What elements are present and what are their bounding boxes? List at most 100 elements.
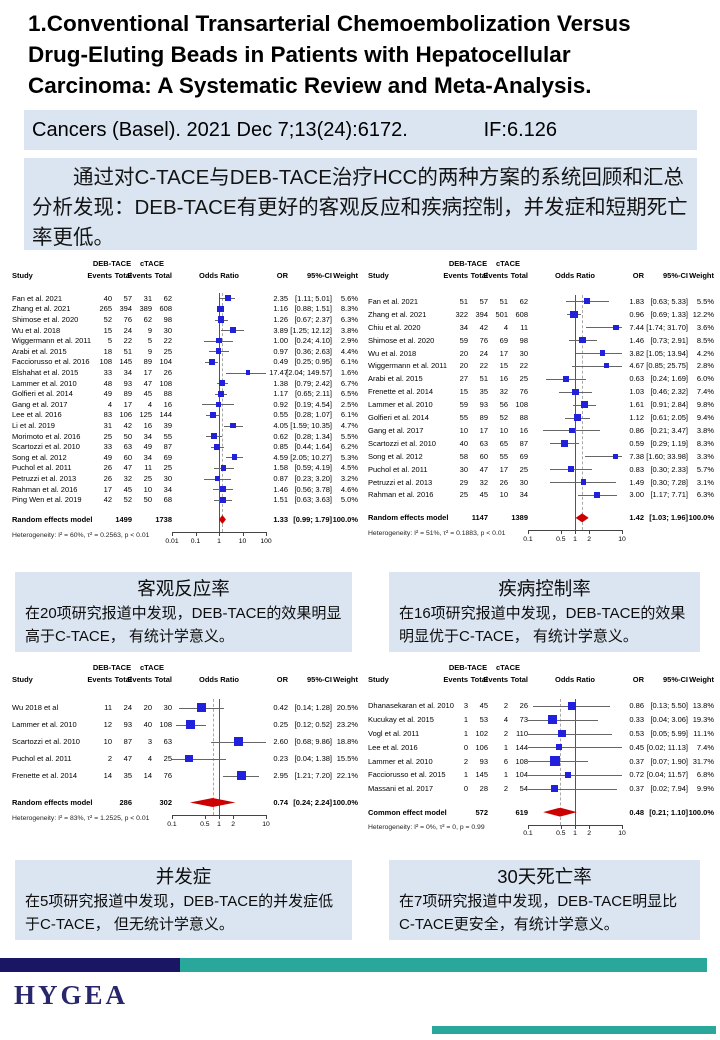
total-cell: 30: [163, 473, 172, 483]
pooled-or: 0.74: [273, 798, 288, 807]
or-value: 2.95: [273, 771, 288, 780]
or-point-square: [565, 771, 572, 779]
study-name: Song et al. 2012: [12, 452, 67, 462]
ci-value: [0.12; 0.52]: [294, 720, 332, 729]
weight-value: 3.1%: [696, 477, 714, 487]
total-cell: 22: [479, 361, 488, 371]
or-value: 0.96: [629, 309, 644, 319]
ci-value: [0.29; 1.19]: [650, 438, 688, 448]
or-value: 0.85: [273, 442, 288, 452]
ci-value: [0.85; 25.75]: [646, 361, 688, 371]
or-value: 4.59: [273, 452, 288, 462]
group1-header: DEB-TACE: [448, 259, 488, 268]
study-name: Wiggermann et al. 2011: [368, 361, 448, 371]
study-name: Golfieri et al. 2014: [368, 413, 429, 423]
events-cell: 4: [147, 754, 152, 763]
or-value: 0.49: [273, 357, 288, 367]
or-point-square: [218, 316, 225, 323]
or-value: 1.03: [629, 387, 644, 397]
pooled-ci: [0.99; 1.79]: [293, 515, 332, 524]
or-value: 0.72: [629, 770, 644, 780]
events-cell: 1: [463, 770, 468, 780]
weight-value: 12.2%: [692, 309, 714, 319]
or-header: OR: [276, 270, 288, 280]
caption-body: 在16项研究报道中发现，DEB-TACE的效果明显优于C-TACE， 有统计学意…: [399, 605, 686, 645]
pooled-reference-line: [212, 699, 214, 815]
study-name: Wu et al. 2018: [368, 348, 417, 358]
events-cell: 40: [459, 438, 468, 448]
total-cell: 88: [519, 413, 528, 423]
total-cell: 16: [519, 425, 528, 435]
or-value: 0.25: [273, 720, 288, 729]
caption-body: 在5项研究报道中发现，DEB-TACE的并发症低于C-TACE， 但无统计学意义…: [25, 893, 334, 933]
total-cell: 108: [159, 378, 172, 388]
pooled-total2: 1389: [511, 513, 528, 523]
axis-tick: [528, 530, 529, 535]
total-cell: 53: [479, 715, 488, 725]
weight-value: 19.3%: [692, 715, 714, 725]
total-cell: 22: [123, 336, 132, 346]
events-cell: 29: [459, 477, 468, 487]
events-cell: 55: [499, 451, 508, 461]
or-point-square: [560, 440, 568, 447]
events-cell: 1: [463, 715, 468, 725]
or-value: 3.89: [273, 325, 288, 335]
weight-value: 5.0%: [340, 495, 358, 505]
or-value: 7.38: [629, 451, 644, 461]
total-cell: 87: [519, 438, 528, 448]
total-cell: 11: [520, 322, 528, 332]
total-cell: 30: [163, 325, 172, 335]
or-point-square: [572, 388, 579, 395]
events-cell: 51: [459, 296, 468, 306]
total-cell: 24: [123, 703, 132, 712]
or-point-square: [211, 433, 218, 440]
events-cell: 47: [143, 378, 152, 388]
study-name: Elshahat et al. 2015: [12, 367, 79, 377]
total-cell: 25: [519, 374, 528, 384]
total-cell: 17: [123, 399, 132, 409]
weight-value: 9.8%: [696, 400, 714, 410]
total-cell: 35: [479, 387, 488, 397]
total-cell: 45: [479, 701, 488, 711]
events-cell: 17: [143, 367, 152, 377]
events-cell: 10: [459, 425, 468, 435]
weight-value: 6.1%: [340, 357, 358, 367]
pooled-or: 1.42: [629, 513, 644, 523]
pooled-total2: 302: [159, 798, 172, 807]
ci-value: [0.68; 9.86]: [294, 737, 332, 746]
axis-tick-label: 0.1: [190, 537, 201, 545]
weight-value: 6.0%: [696, 374, 714, 384]
events-cell: 4: [503, 715, 508, 725]
ci-value: [1.05; 13.94]: [646, 348, 688, 358]
events-cell: 20: [143, 703, 152, 712]
axis-tick: [622, 530, 623, 535]
study-name: Lammer et al. 2010: [368, 400, 433, 410]
axis-tick-label: 1: [217, 537, 221, 545]
ci-value: [0.65; 2.11]: [295, 389, 332, 399]
total-cell: 87: [163, 442, 172, 452]
page-title: 1.Conventional Transarterial Chemoemboli…: [28, 11, 631, 98]
caption-complications: 并发症 在5项研究报道中发现，DEB-TACE的并发症低于C-TACE， 但无统…: [15, 860, 352, 940]
study-header: Study: [12, 270, 33, 280]
ci-value: [0.28; 1.34]: [294, 431, 332, 441]
axis-tick-label: 1: [217, 820, 221, 828]
total-cell: 60: [123, 452, 132, 462]
events-cell: 56: [499, 400, 508, 410]
total-cell: 16: [163, 399, 172, 409]
or-value: 1.12: [629, 413, 644, 423]
pooled-total2: 1738: [155, 515, 172, 524]
total-cell: 45: [123, 484, 132, 494]
axis-tick: [266, 815, 267, 819]
axis-tick-label: 2: [587, 535, 592, 543]
pooled-total1: 572: [475, 807, 488, 817]
reference-line-one: [219, 699, 220, 815]
or-point-square: [558, 729, 566, 738]
ci-line: [528, 774, 622, 776]
total-cell: 89: [123, 389, 132, 399]
axis-tick: [589, 824, 591, 829]
weight-value: 8.5%: [696, 335, 714, 345]
events-cell: 33: [103, 367, 112, 377]
impact-factor: IF:6.126: [483, 118, 557, 141]
events-cell: 1: [463, 728, 468, 738]
or-value: 17.47: [269, 367, 288, 377]
